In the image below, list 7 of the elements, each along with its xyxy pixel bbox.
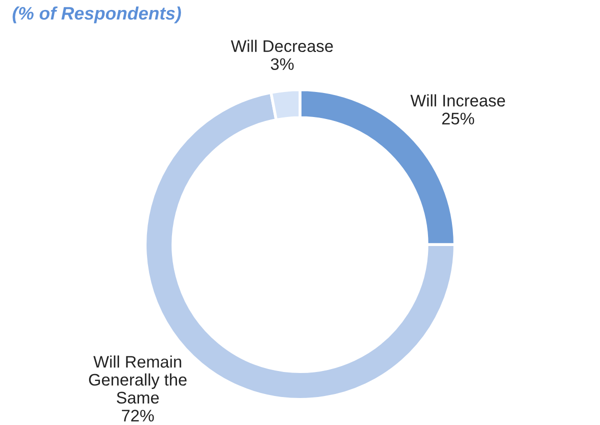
- chart-subtitle: (% of Respondents): [12, 6, 181, 24]
- slice-label: Will Decrease: [230, 40, 333, 52]
- data-label: 3%: [270, 58, 294, 70]
- data-label: 72%: [122, 410, 154, 422]
- slice-label: Will Increase: [410, 94, 505, 107]
- slice-label: Will Remain Generally the Same: [89, 355, 187, 404]
- data-label: 25%: [442, 112, 474, 124]
